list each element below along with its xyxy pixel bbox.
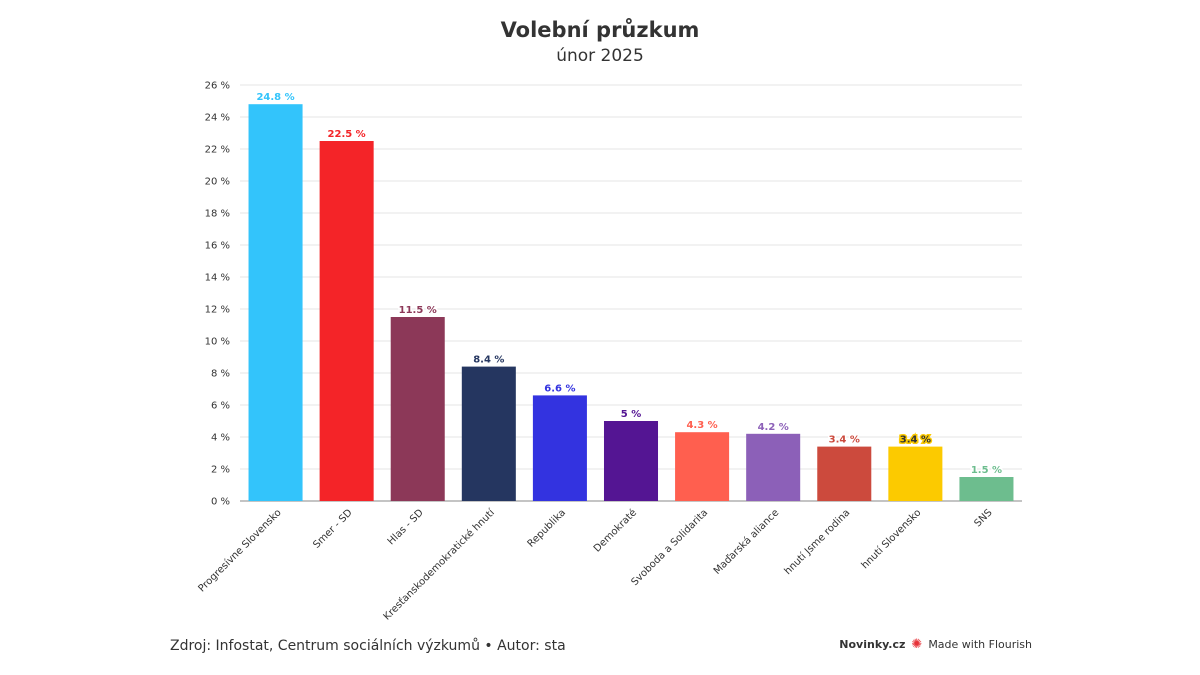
x-tick-label: hnutí Slovensko xyxy=(859,507,924,572)
chart-title: Volební průzkum xyxy=(500,18,700,42)
y-tick-label: 22 % xyxy=(205,145,230,156)
bar xyxy=(390,317,445,501)
y-tick-label: 10 % xyxy=(205,337,230,348)
y-tick-label: 4 % xyxy=(211,433,230,444)
data-label: 3.4 % xyxy=(829,435,860,446)
bars: 24.8 % 22.5 % 11.5 % 8.4 % 6.6 % 5 % 4.3 % 4.2 … xyxy=(248,91,1014,501)
x-tick-label: Progresívne Slovensko xyxy=(196,507,284,595)
data-label: 4.2 % xyxy=(758,422,789,433)
bar xyxy=(675,432,730,501)
x-tick-label: Maďarská aliance xyxy=(711,507,781,577)
y-tick-label: 14 % xyxy=(205,273,230,284)
x-axis: Progresívne Slovensko Smer - SD Hlas - SDK… xyxy=(196,506,995,623)
chart-subtitle: únor 2025 xyxy=(556,46,644,66)
x-tick-label: Svoboda a Solidarita xyxy=(629,507,710,588)
bar xyxy=(319,141,374,501)
bar-chart: 24.8 % 22.5 % 11.5 % 8.4 % 6.6 % 5 % 4.3 % 4.2 … xyxy=(196,81,1022,623)
y-tick-label: 20 % xyxy=(205,177,230,188)
footer-brand[interactable]: Novinky.cz ✺ Made with Flourish xyxy=(839,638,1032,651)
x-tick-label: Hlas - SD xyxy=(386,507,426,547)
data-label: 4.3 % xyxy=(686,420,717,431)
y-tick-label: 8 % xyxy=(211,369,230,380)
y-axis: 0 % 2 % 4 % 6 % 8 % 10 % 12 % 14 % 16 % 18 % 20 % 2… xyxy=(205,81,230,508)
brand-logo[interactable]: Novinky.cz xyxy=(839,638,906,651)
bar xyxy=(959,477,1014,501)
bar xyxy=(603,421,659,501)
bar xyxy=(746,433,801,501)
x-tick-label: SNS xyxy=(973,507,995,529)
x-tick-label: Smer - SD xyxy=(311,507,355,551)
bar xyxy=(817,446,872,501)
source-note: Zdroj: Infostat, Centrum sociálních výzk… xyxy=(170,638,566,654)
flourish-icon: ✺ xyxy=(911,637,923,652)
bar xyxy=(888,446,943,501)
x-tick-label: Republika xyxy=(526,507,568,549)
data-label: 1.5 % xyxy=(971,465,1002,476)
data-label: 8.4 % xyxy=(473,355,504,366)
data-label: 24.8 % xyxy=(256,92,294,103)
made-with-flourish-link[interactable]: Made with Flourish xyxy=(928,638,1032,651)
y-tick-label: 24 % xyxy=(205,113,230,124)
x-tick-label: hnutí Jsme rodina xyxy=(782,507,853,578)
bar xyxy=(461,366,516,501)
y-tick-label: 16 % xyxy=(205,241,230,252)
data-label: 6.6 % xyxy=(544,383,575,394)
x-tick-label: Kresťanskodemokratické hnutí xyxy=(381,506,498,623)
data-label: 5 % xyxy=(621,409,641,420)
x-tick-label: Demokraté xyxy=(591,507,639,555)
y-tick-label: 18 % xyxy=(205,209,230,220)
y-tick-label: 0 % xyxy=(211,497,230,508)
bar xyxy=(248,104,303,501)
data-label: 11.5 % xyxy=(399,305,437,316)
y-tick-label: 6 % xyxy=(211,401,230,412)
bar xyxy=(532,395,587,501)
data-label: 3.4 % xyxy=(900,435,931,446)
y-tick-label: 2 % xyxy=(211,465,230,476)
y-tick-label: 12 % xyxy=(205,305,230,316)
y-tick-label: 26 % xyxy=(205,81,230,92)
data-label: 22.5 % xyxy=(328,129,366,140)
